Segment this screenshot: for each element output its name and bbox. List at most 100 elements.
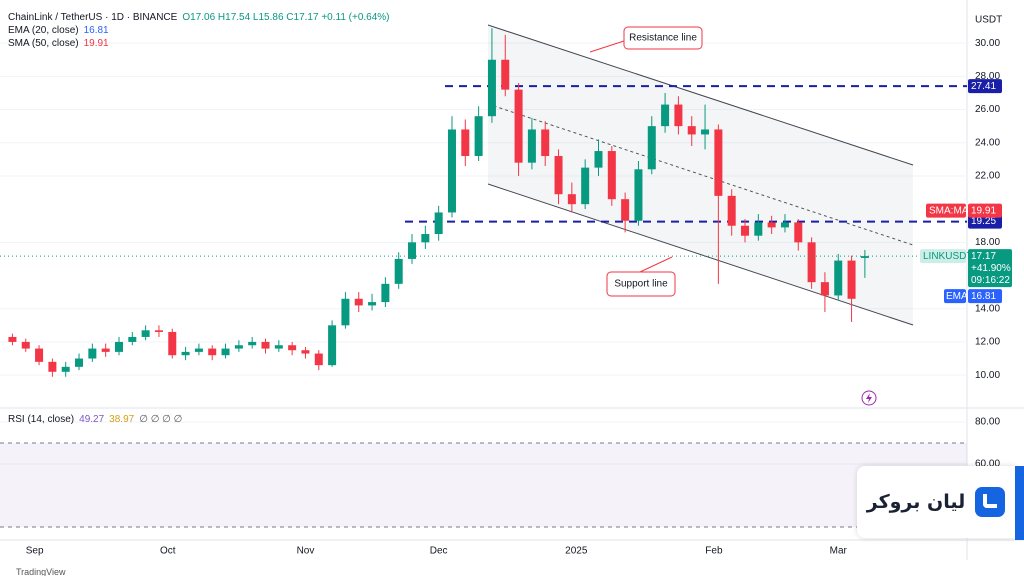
candle-body bbox=[661, 104, 670, 127]
indicator-value: 38.97 bbox=[109, 414, 135, 425]
candle-body bbox=[394, 258, 403, 284]
candle-body bbox=[114, 341, 123, 352]
annotation-box bbox=[606, 271, 676, 297]
candle-body bbox=[501, 59, 510, 90]
candle-body bbox=[447, 129, 456, 213]
y-tick-label: 14.00 bbox=[975, 303, 1000, 314]
candle-body bbox=[647, 126, 656, 170]
candle-body bbox=[794, 222, 803, 243]
alert-icon-bolt bbox=[866, 393, 872, 403]
last-price-tag bbox=[968, 249, 1012, 288]
candle-body bbox=[474, 116, 483, 157]
candle-body bbox=[408, 242, 417, 259]
resistance-trendline bbox=[487, 24, 914, 166]
indicator-tag-text: EMA bbox=[946, 291, 968, 302]
annotation-arrow bbox=[639, 256, 673, 273]
candle-body bbox=[88, 348, 97, 359]
support-annotation: Support line bbox=[606, 256, 676, 297]
candle-body bbox=[21, 341, 30, 349]
candle-body bbox=[687, 126, 696, 135]
symbol-title: ChainLink / TetherUS · 1D · BINANCE bbox=[8, 12, 178, 23]
price-tag bbox=[968, 214, 1002, 229]
candle-body bbox=[61, 366, 70, 372]
watermark-text: لیان بروکر bbox=[866, 491, 966, 513]
support-trendline bbox=[487, 183, 914, 326]
y-tick-label: 12.00 bbox=[975, 337, 1000, 348]
x-tick-label: Oct bbox=[160, 546, 176, 557]
x-tick-label: Dec bbox=[430, 546, 448, 557]
x-tick-label: Sep bbox=[26, 546, 44, 557]
candle-body bbox=[208, 348, 217, 356]
y-tick-label: 10.00 bbox=[975, 370, 1000, 381]
candle-body bbox=[541, 129, 550, 157]
candle-body bbox=[634, 169, 643, 221]
annotation-box bbox=[623, 26, 703, 50]
candle-body bbox=[581, 167, 590, 205]
sma-legend: SMA (50, close) 19.91 bbox=[8, 38, 114, 49]
y-tick-label: 28.00 bbox=[975, 71, 1000, 82]
candle-body bbox=[767, 222, 776, 228]
annotation-text: Support line bbox=[614, 279, 668, 290]
y-tick-label: 24.00 bbox=[975, 137, 1000, 148]
candle-body bbox=[621, 199, 630, 221]
candle-body bbox=[847, 260, 856, 299]
indicator-tag bbox=[944, 289, 966, 304]
candle-body bbox=[527, 129, 536, 163]
annotation-text: Resistance line bbox=[629, 33, 697, 44]
candle-body bbox=[461, 129, 470, 157]
change-text: +41.90% bbox=[971, 263, 1011, 274]
candle-body bbox=[607, 151, 616, 200]
indicator-name: EMA (20, close) bbox=[8, 25, 79, 36]
candle-body bbox=[181, 351, 190, 356]
candle-body bbox=[807, 242, 816, 283]
rsi-band bbox=[0, 442, 967, 527]
candle-body bbox=[741, 225, 750, 236]
candle-body bbox=[221, 348, 230, 356]
last-price-text: 17.17 bbox=[971, 251, 996, 262]
price-unit: USDT bbox=[975, 15, 1002, 26]
y-tick-label: 30.00 bbox=[975, 38, 1000, 49]
candle-body bbox=[8, 336, 17, 342]
candle-body bbox=[834, 260, 843, 296]
annotation-arrow bbox=[589, 40, 625, 53]
price-tag-text: 19.91 bbox=[971, 205, 996, 216]
y-tick-label: 22.00 bbox=[975, 171, 1000, 182]
candle-body bbox=[701, 129, 710, 135]
y-tick-label: 80.00 bbox=[975, 417, 1000, 428]
candle-body bbox=[434, 212, 443, 235]
candle-body bbox=[261, 341, 270, 349]
x-tick-label: Nov bbox=[297, 546, 315, 557]
indicator-value: 16.81 bbox=[83, 25, 109, 36]
candle-body bbox=[248, 341, 257, 346]
candle-body bbox=[354, 298, 363, 306]
indicator-name: SMA (50, close) bbox=[8, 38, 79, 49]
watermark-bar bbox=[1015, 466, 1024, 540]
candle-body bbox=[101, 348, 110, 352]
x-tick-label: Feb bbox=[705, 546, 723, 557]
candle-body bbox=[194, 348, 203, 352]
countdown-text: 09:16:22 bbox=[971, 275, 1010, 286]
rsi-legend: RSI (14, close) 49.27 38.97 ∅ ∅ ∅ ∅ bbox=[8, 414, 187, 425]
ema-legend: EMA (20, close) 16.81 bbox=[8, 25, 114, 36]
candle-body bbox=[594, 151, 603, 168]
indicator-value: 19.91 bbox=[83, 38, 109, 49]
symbol-tag-text: LINKUSDT bbox=[923, 251, 972, 262]
watermark-logo bbox=[975, 487, 1006, 517]
price-tag bbox=[968, 289, 1002, 304]
candle-body bbox=[35, 348, 44, 362]
candle-body bbox=[274, 345, 283, 349]
indicator-placeholders: ∅ ∅ ∅ ∅ bbox=[139, 414, 183, 425]
candle-body bbox=[128, 336, 137, 342]
broker-watermark: لیان بروکر bbox=[857, 466, 1015, 538]
indicator-value: 49.27 bbox=[79, 414, 105, 425]
symbol-legend: ChainLink / TetherUS · 1D · BINANCE O17.0… bbox=[8, 12, 395, 23]
candle-body bbox=[48, 361, 57, 372]
candle-body bbox=[820, 282, 829, 296]
candle-body bbox=[301, 350, 310, 354]
candle-body bbox=[381, 283, 390, 303]
candle-body bbox=[75, 358, 84, 367]
candle-body bbox=[154, 330, 163, 332]
